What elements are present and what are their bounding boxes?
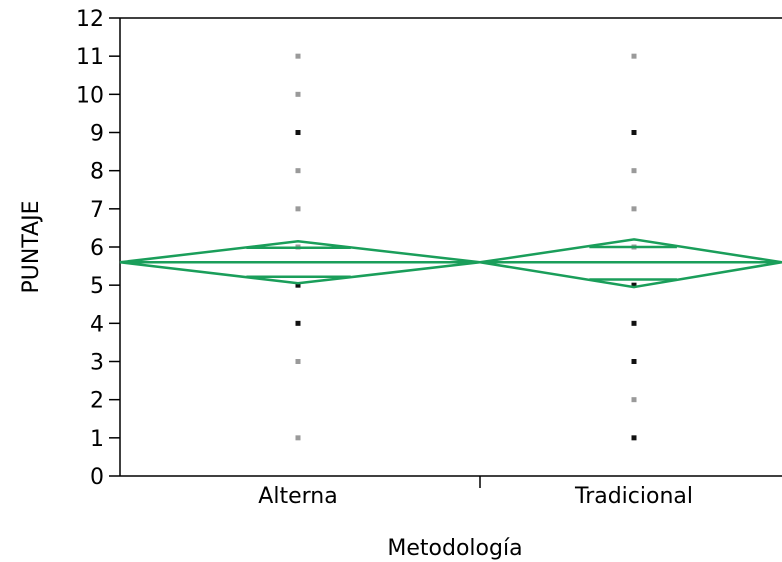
data-point [295, 168, 301, 174]
data-point [631, 435, 637, 441]
data-point [631, 282, 637, 288]
data-points [295, 53, 637, 441]
y-tick-label: 11 [76, 45, 104, 70]
y-tick-label: 8 [90, 160, 104, 185]
data-point [631, 168, 637, 174]
y-tick-label: 7 [90, 198, 104, 223]
x-tick-label: Alterna [258, 484, 337, 509]
data-point [631, 130, 637, 135]
data-point [295, 130, 301, 135]
x-ticks: Alterna Tradicional [258, 476, 693, 509]
data-point [295, 53, 301, 59]
y-tick-label: 2 [90, 389, 104, 414]
data-point [295, 206, 301, 212]
y-axis-title: PUNTAJE [19, 201, 44, 294]
y-tick-label: 0 [90, 465, 104, 490]
y-tick-label: 3 [90, 351, 104, 376]
x-axis-title: Metodología [387, 536, 522, 561]
data-point [295, 359, 301, 364]
data-point [631, 53, 637, 59]
data-point [631, 359, 637, 364]
y-tick-label: 12 [76, 7, 104, 32]
data-point [295, 91, 301, 97]
data-point [295, 435, 301, 441]
y-tick-label: 5 [90, 274, 104, 299]
means-diamond [479, 238, 782, 289]
data-point [631, 206, 637, 212]
y-tick-label: 1 [90, 427, 104, 452]
data-point [631, 320, 637, 326]
y-tick-label: 4 [90, 312, 104, 337]
data-point [295, 282, 301, 288]
y-tick-label: 9 [90, 122, 104, 147]
mean-diamonds [119, 238, 782, 289]
y-tick-label: 10 [76, 83, 104, 108]
x-tick-label: Tradicional [574, 484, 693, 509]
data-point [631, 397, 637, 403]
y-tick-label: 6 [90, 236, 104, 261]
data-point [295, 320, 301, 326]
